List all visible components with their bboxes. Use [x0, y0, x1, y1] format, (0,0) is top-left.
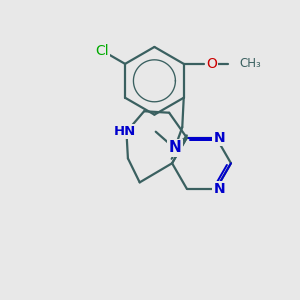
Text: HN: HN: [114, 125, 136, 138]
Text: CH₃: CH₃: [240, 57, 261, 70]
Text: O: O: [206, 57, 217, 71]
Text: N: N: [213, 131, 225, 145]
Text: Cl: Cl: [95, 44, 109, 58]
Text: O: O: [206, 57, 217, 71]
Text: CH₃: CH₃: [240, 57, 261, 70]
Text: N: N: [169, 140, 181, 155]
Text: Cl: Cl: [95, 44, 109, 58]
Text: HN: HN: [114, 125, 136, 138]
Text: N: N: [213, 131, 225, 145]
Text: N: N: [213, 182, 225, 196]
Text: N: N: [169, 140, 181, 155]
Text: N: N: [213, 182, 225, 196]
